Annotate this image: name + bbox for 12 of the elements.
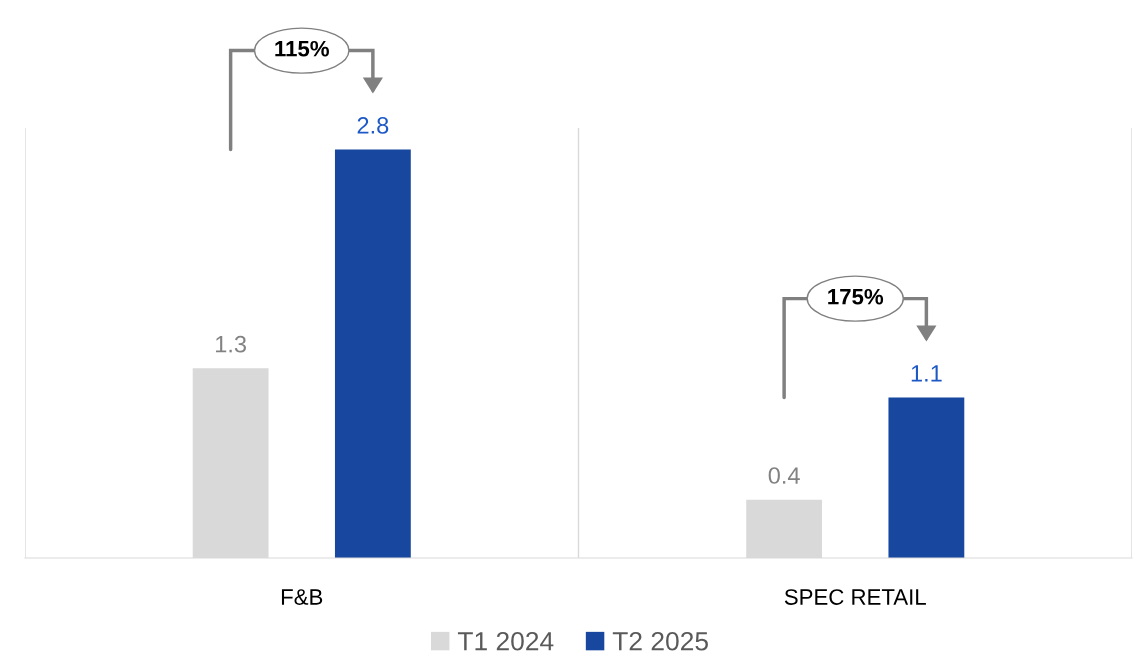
x-tick-label: SPEC RETAIL xyxy=(784,589,926,605)
data-label: 1.3 xyxy=(216,335,246,353)
legend-label: T2 2025 xyxy=(612,631,708,651)
annotation: 175% xyxy=(828,288,884,305)
data-label: 2.8 xyxy=(357,117,389,134)
legend-label: T1 2024 xyxy=(457,631,554,651)
text: 115% xyxy=(275,40,329,57)
x-tick-label: F&B xyxy=(281,589,323,605)
data-label: 1.1 xyxy=(911,365,942,382)
data-label: 0.4 xyxy=(768,467,800,484)
bar xyxy=(888,397,965,558)
bar xyxy=(334,149,411,558)
